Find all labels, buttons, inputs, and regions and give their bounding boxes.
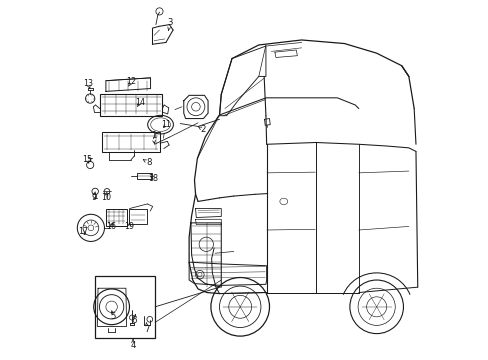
Text: 1: 1 [150, 131, 156, 140]
Text: 16: 16 [106, 222, 116, 231]
Bar [95, 276, 155, 338]
Text: 13: 13 [83, 79, 93, 88]
Text: 14: 14 [135, 98, 145, 107]
Text: 15: 15 [82, 155, 92, 164]
Text: 19: 19 [124, 222, 134, 231]
Text: 9: 9 [92, 193, 97, 202]
Bar [106, 208, 126, 226]
Text: 17: 17 [78, 227, 88, 236]
Text: 6: 6 [131, 315, 137, 324]
Bar [136, 173, 151, 179]
Text: 10: 10 [101, 193, 111, 202]
Text: 18: 18 [148, 174, 158, 183]
Text: 4: 4 [130, 341, 136, 350]
Text: 3: 3 [167, 18, 173, 27]
Bar [100, 94, 162, 116]
Text: 11: 11 [161, 120, 171, 129]
Bar [102, 132, 160, 152]
Text: 2: 2 [200, 126, 206, 135]
Text: 7: 7 [144, 325, 150, 334]
Text: 12: 12 [126, 77, 136, 86]
Text: 5: 5 [110, 312, 116, 321]
Text: 8: 8 [146, 158, 151, 167]
Bar [129, 208, 146, 224]
